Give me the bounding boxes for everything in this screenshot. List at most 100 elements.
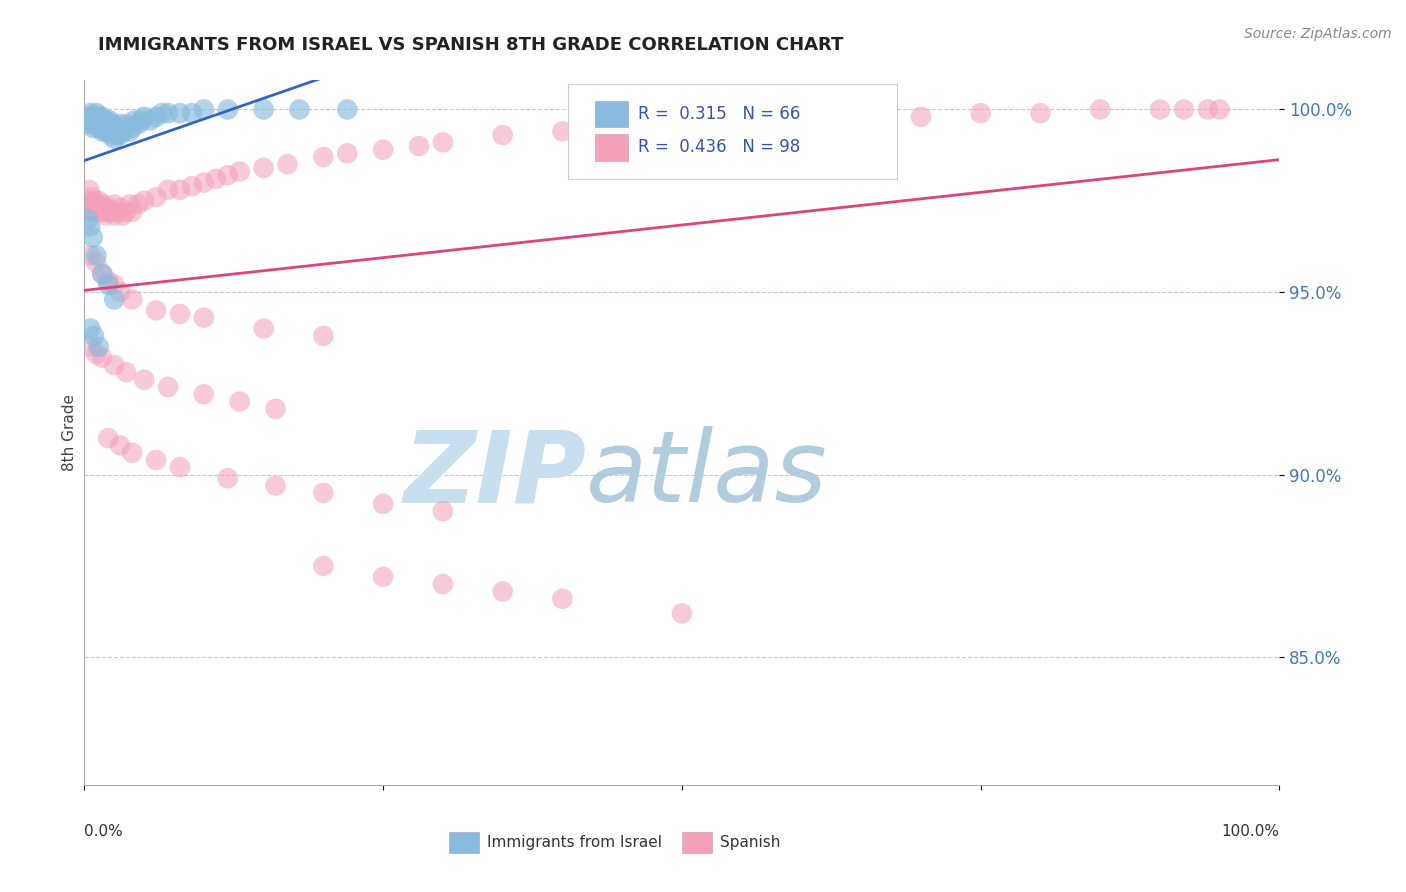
Point [103,124,125,138]
Text: ZIP: ZIP [404,426,586,524]
Point [77,212,100,227]
Point [93,113,115,128]
Point [121,446,143,460]
Point [93,201,115,215]
Point [83,204,105,219]
Point [145,110,167,124]
Point [910,110,932,124]
Point [79,321,101,335]
Point [76,204,98,219]
Point [77,110,100,124]
Point [181,106,204,120]
Point [83,113,105,128]
Point [100,120,122,135]
Point [169,183,191,197]
Point [132,194,156,208]
Text: Spanish: Spanish [720,835,780,850]
Point [84,194,107,208]
Point [121,293,143,307]
Point [93,204,115,219]
Point [101,117,124,131]
Point [82,197,104,211]
Point [121,204,143,219]
Point [671,117,693,131]
Point [336,103,359,117]
Point [312,329,335,343]
Point [82,120,104,135]
Point [408,139,430,153]
Text: atlas: atlas [586,426,828,524]
Point [157,380,180,394]
Text: Immigrants from Israel: Immigrants from Israel [486,835,662,850]
Point [111,208,134,222]
Point [851,110,873,124]
Point [118,124,141,138]
Point [111,120,134,135]
Point [157,183,180,197]
Point [121,120,143,135]
Point [89,201,111,215]
Text: 100.0%: 100.0% [1222,823,1279,838]
Point [110,128,132,142]
Point [105,204,128,219]
Point [181,179,204,194]
FancyBboxPatch shape [449,832,479,854]
Point [79,113,101,128]
Point [193,310,215,325]
Point [97,431,120,445]
Point [264,478,287,492]
Point [432,504,454,518]
Point [970,106,993,120]
Point [87,340,110,354]
Point [253,103,276,117]
Point [115,365,138,379]
Point [94,208,117,222]
Point [312,150,335,164]
Point [217,471,239,485]
Point [145,453,167,467]
Point [253,321,276,335]
Point [492,584,515,599]
Point [98,113,121,128]
Text: Source: ZipAtlas.com: Source: ZipAtlas.com [1244,27,1392,41]
Point [86,248,108,262]
Point [93,117,115,131]
Point [91,267,114,281]
Point [77,117,100,131]
Point [193,176,215,190]
Point [277,157,299,171]
Point [103,131,125,145]
FancyBboxPatch shape [682,832,711,854]
Point [150,106,173,120]
Point [217,168,239,182]
Point [96,204,118,219]
Point [100,128,122,142]
Point [132,373,156,387]
Point [79,219,101,234]
Point [77,194,100,208]
Point [169,460,191,475]
Text: IMMIGRANTS FROM ISRAEL VS SPANISH 8TH GRADE CORRELATION CHART: IMMIGRANTS FROM ISRAEL VS SPANISH 8TH GR… [98,36,844,54]
Point [124,113,146,128]
Point [139,113,162,128]
Point [169,307,191,321]
Point [86,106,108,120]
Point [91,124,114,138]
Point [91,267,114,281]
Point [115,117,138,131]
Point [671,607,693,621]
Point [87,110,110,124]
Point [97,117,120,131]
Point [86,117,108,131]
Point [288,103,311,117]
Point [229,394,252,409]
Point [79,248,101,262]
Point [86,197,108,211]
Point [373,143,395,157]
Point [91,197,114,211]
Point [86,201,108,215]
Point [127,117,149,131]
Point [373,570,395,584]
Point [790,113,813,128]
Point [193,387,215,401]
